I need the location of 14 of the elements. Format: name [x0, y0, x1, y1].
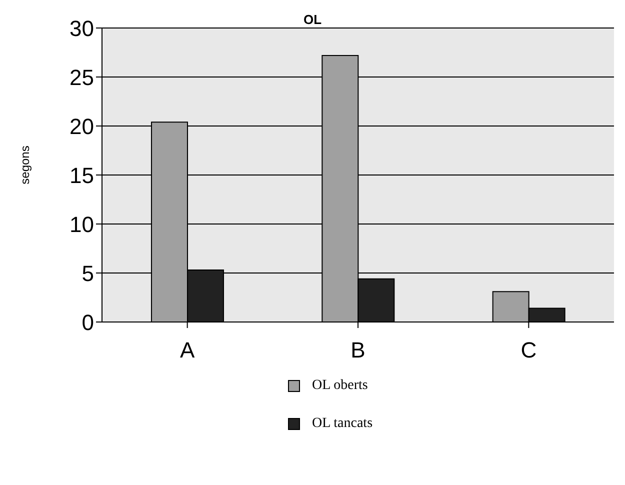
- y-tick-label: 10: [70, 212, 94, 237]
- legend-label: OL oberts: [311, 378, 369, 394]
- legend-label: OL tancats: [311, 416, 373, 432]
- x-tick-label: C: [520, 338, 537, 363]
- y-tick-label: 15: [70, 162, 94, 188]
- y-tick-label: 5: [82, 260, 94, 286]
- y-tick-label: 0: [82, 310, 94, 335]
- y-axis-title: segons: [18, 144, 32, 186]
- x-tick-label: B: [350, 338, 366, 363]
- x-tick-label: A: [180, 338, 195, 363]
- chart-title: OL: [303, 12, 322, 27]
- y-tick-label: 30: [70, 16, 94, 41]
- y-tick-label: 25: [70, 64, 94, 90]
- y-tick-label: 20: [70, 114, 94, 139]
